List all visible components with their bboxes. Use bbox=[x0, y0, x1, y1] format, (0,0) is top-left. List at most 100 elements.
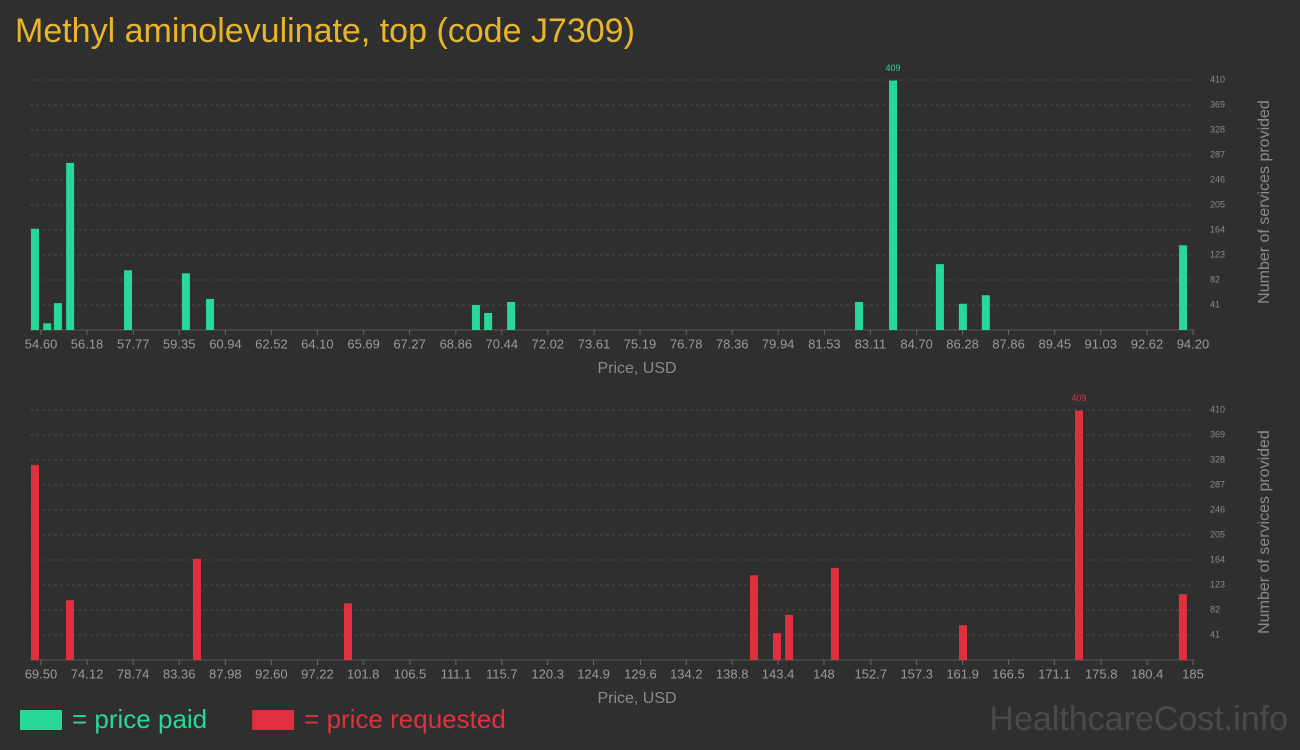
y-tick-label: 123 bbox=[1210, 579, 1225, 589]
y-tick-label: 287 bbox=[1210, 479, 1225, 489]
bar bbox=[343, 603, 352, 660]
legend-label: = price paid bbox=[72, 704, 207, 734]
x-tick-label: 138.8 bbox=[716, 666, 749, 681]
bar bbox=[1074, 410, 1083, 660]
x-tick-label: 75.19 bbox=[624, 336, 657, 351]
x-tick-label: 91.03 bbox=[1084, 336, 1117, 351]
y-tick-label: 123 bbox=[1210, 249, 1225, 259]
y-tick-label: 164 bbox=[1210, 554, 1225, 564]
bar bbox=[981, 295, 990, 330]
x-tick-label: 57.77 bbox=[117, 336, 150, 351]
bar bbox=[750, 575, 759, 660]
x-tick-label: 87.98 bbox=[209, 666, 242, 681]
x-tick-label: 56.18 bbox=[71, 336, 104, 351]
x-tick-label: 87.86 bbox=[992, 336, 1025, 351]
x-tick-label: 74.12 bbox=[71, 666, 104, 681]
x-tick-label: 120.3 bbox=[531, 666, 564, 681]
y-tick-label: 328 bbox=[1210, 124, 1225, 134]
x-tick-label: 129.6 bbox=[624, 666, 657, 681]
bar bbox=[830, 567, 839, 660]
x-tick-label: 143.4 bbox=[762, 666, 795, 681]
bar bbox=[206, 298, 215, 330]
y-tick-label: 287 bbox=[1210, 149, 1225, 159]
bar bbox=[785, 614, 794, 660]
bar bbox=[65, 600, 74, 660]
x-tick-label: 124.9 bbox=[577, 666, 610, 681]
x-tick-label: 89.45 bbox=[1039, 336, 1072, 351]
bar bbox=[958, 625, 967, 660]
legend-swatch bbox=[20, 710, 62, 730]
x-tick-label: 171.1 bbox=[1038, 666, 1071, 681]
x-tick-label: 115.7 bbox=[486, 666, 518, 681]
legend-swatch bbox=[252, 710, 295, 730]
bar bbox=[958, 303, 967, 330]
bar bbox=[181, 273, 190, 330]
y-axis-title: Number of services provided bbox=[1256, 100, 1273, 304]
x-tick-label: 83.36 bbox=[163, 666, 196, 681]
x-tick-label: 97.22 bbox=[301, 666, 334, 681]
y-axis-title: Number of services provided bbox=[1256, 430, 1273, 634]
x-tick-label: 59.35 bbox=[163, 336, 196, 351]
y-tick-label: 82 bbox=[1210, 274, 1220, 284]
bar bbox=[30, 464, 39, 660]
x-tick-label: 65.69 bbox=[347, 336, 380, 351]
x-tick-label: 69.50 bbox=[25, 666, 58, 681]
y-tick-label: 41 bbox=[1210, 299, 1220, 309]
bar bbox=[772, 633, 781, 660]
bar bbox=[1179, 245, 1188, 330]
x-tick-label: 180.4 bbox=[1131, 666, 1164, 681]
bar bbox=[1178, 594, 1187, 660]
x-axis-title: Price, USD bbox=[597, 360, 676, 377]
x-tick-label: 84.70 bbox=[900, 336, 933, 351]
x-tick-label: 175.8 bbox=[1085, 666, 1118, 681]
x-tick-label: 64.10 bbox=[301, 336, 334, 351]
bar bbox=[484, 312, 493, 330]
x-tick-label: 78.36 bbox=[716, 336, 749, 351]
x-tick-label: 185 bbox=[1182, 666, 1204, 681]
x-tick-label: 157.3 bbox=[900, 666, 933, 681]
bar bbox=[124, 270, 133, 330]
x-tick-label: 54.60 bbox=[25, 336, 58, 351]
bar bbox=[935, 264, 944, 330]
watermark: HealthcareCost.info bbox=[989, 700, 1288, 738]
x-tick-label: 67.27 bbox=[393, 336, 426, 351]
x-tick-label: 81.53 bbox=[808, 336, 841, 351]
y-tick-label: 41 bbox=[1210, 629, 1220, 639]
x-tick-label: 72.02 bbox=[532, 336, 565, 351]
x-tick-label: 68.86 bbox=[440, 336, 473, 351]
y-tick-label: 410 bbox=[1210, 74, 1225, 84]
y-tick-label: 164 bbox=[1210, 224, 1225, 234]
peak-label: 409 bbox=[886, 63, 901, 73]
y-tick-label: 246 bbox=[1210, 504, 1225, 514]
x-tick-label: 60.94 bbox=[209, 336, 242, 351]
bar bbox=[192, 558, 201, 660]
x-axis-title: Price, USD bbox=[597, 690, 676, 707]
x-tick-label: 78.74 bbox=[117, 666, 150, 681]
bar bbox=[30, 228, 39, 330]
x-tick-label: 76.78 bbox=[670, 336, 703, 351]
x-tick-label: 73.61 bbox=[578, 336, 611, 351]
bar bbox=[507, 301, 516, 330]
y-tick-label: 410 bbox=[1210, 404, 1225, 414]
bar bbox=[53, 303, 62, 330]
bar bbox=[471, 305, 480, 330]
x-tick-label: 92.60 bbox=[255, 666, 288, 681]
x-tick-label: 152.7 bbox=[855, 666, 888, 681]
x-tick-label: 94.20 bbox=[1177, 336, 1210, 351]
x-tick-label: 106.5 bbox=[394, 666, 427, 681]
y-tick-label: 205 bbox=[1210, 199, 1225, 209]
bar bbox=[855, 301, 864, 330]
x-tick-label: 101.8 bbox=[347, 666, 380, 681]
x-tick-label: 62.52 bbox=[255, 336, 288, 351]
bar bbox=[43, 323, 52, 330]
y-tick-label: 369 bbox=[1210, 99, 1225, 109]
x-tick-label: 79.94 bbox=[762, 336, 795, 351]
peak-label: 409 bbox=[1071, 393, 1086, 403]
x-tick-label: 92.62 bbox=[1131, 336, 1164, 351]
y-tick-label: 328 bbox=[1210, 454, 1225, 464]
x-tick-label: 148 bbox=[813, 666, 835, 681]
x-tick-label: 86.28 bbox=[946, 336, 979, 351]
y-tick-label: 205 bbox=[1210, 529, 1225, 539]
